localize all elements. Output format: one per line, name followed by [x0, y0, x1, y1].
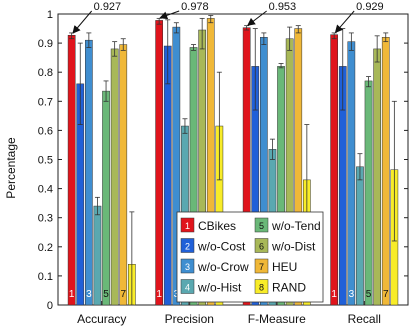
bar-number-label: 3	[174, 289, 180, 300]
x-category-label: Precision	[165, 312, 214, 326]
legend-swatch	[180, 217, 195, 233]
annotation-label: 0.929	[356, 1, 384, 13]
y-tick-label: 0.6	[38, 125, 53, 137]
y-tick-label: 1	[47, 9, 53, 21]
legend-box	[176, 211, 324, 303]
bar-w-o-dist	[110, 48, 119, 306]
bar-w-o-dist	[373, 48, 381, 306]
annotation-arrow	[247, 10, 267, 26]
bars: 1357135713571357	[67, 15, 399, 306]
bar-w-o-crow	[85, 39, 93, 306]
legend-label: w/o-Cost	[197, 240, 246, 254]
x-category-label: Recall	[348, 312, 381, 326]
bar-number-label: 1	[156, 289, 162, 300]
y-axis-title: Percentage	[4, 137, 18, 199]
legend-swatch-number: 8	[259, 283, 264, 293]
x-category-label: Accuracy	[77, 312, 126, 326]
legend-swatch-number: 6	[259, 242, 264, 252]
legend-swatch	[180, 258, 195, 274]
y-tick-label: 0.3	[38, 213, 53, 225]
axes: 0 0.1 0.2 0.3 0.4 0.5 0.6 0.7 0.8 0.9 1 Accuracy Pre…	[38, 9, 409, 326]
legend-label: CBikes	[198, 219, 236, 233]
bar-cbikes	[67, 34, 76, 306]
y-tick-label: 0.7	[38, 96, 53, 108]
legend-label: w/o-Hist	[197, 281, 242, 295]
bar-number-label: 5	[103, 289, 109, 300]
legend: 1 CBikes 2 w/o-Cost 3 w/o-Crow 4 w/o-Hist 5 w/o-T…	[176, 211, 324, 303]
bar-heu	[119, 44, 128, 306]
legend-swatch	[180, 238, 195, 253]
annotation-arrow	[159, 10, 180, 20]
legend-swatch	[180, 279, 195, 294]
legend-label: w/o-Crow	[197, 260, 249, 274]
bar-w-o-tend	[102, 90, 110, 306]
y-tick-label: 0	[47, 300, 53, 312]
y-tick-label: 0.9	[38, 38, 53, 50]
bar-number-label: 3	[349, 289, 355, 300]
annotation-arrow	[72, 10, 93, 34]
legend-swatch-number: 7	[259, 262, 264, 272]
annotation-label: 0.953	[269, 1, 297, 13]
legend-swatch	[254, 238, 269, 253]
legend-swatch-number: 2	[185, 242, 190, 252]
legend-swatch	[254, 217, 269, 233]
legend-swatch-number: 4	[185, 283, 190, 293]
y-tick-label: 0.5	[38, 155, 53, 167]
legend-label: RAND	[272, 281, 306, 295]
y-tick-label: 0.4	[38, 184, 53, 196]
bar-number-label: 7	[383, 289, 389, 300]
bar-w-o-tend	[364, 80, 373, 306]
y-tick-label: 0.2	[38, 242, 53, 254]
bar-w-o-cost	[163, 45, 172, 306]
bar-cbikes	[155, 20, 164, 306]
legend-swatch-number: 3	[185, 262, 190, 272]
bar-cbikes	[330, 34, 338, 306]
y-tick-label: 0.1	[38, 271, 53, 283]
legend-swatch	[254, 279, 269, 294]
annotation-label: 0.927	[94, 1, 122, 13]
bar-w-o-hist	[93, 205, 102, 306]
legend-swatch	[254, 258, 269, 274]
bar-number-label: 1	[69, 289, 75, 300]
legend-swatch-number: 5	[259, 221, 264, 231]
legend-label: HEU	[272, 260, 297, 274]
bar-w-o-crow	[347, 41, 356, 306]
legend-label: w/o-Tend	[271, 219, 321, 233]
y-tick-label: 0.8	[38, 67, 53, 79]
bar-heu	[381, 37, 390, 306]
x-category-label: F-Measure	[248, 312, 306, 326]
legend-label: w/o-Dist	[271, 240, 316, 254]
bar-w-o-hist	[356, 166, 364, 306]
bar-number-label: 5	[366, 289, 372, 300]
bar-number-label: 1	[331, 289, 337, 300]
bar-number-label: 3	[86, 289, 92, 300]
legend-swatch-number: 1	[185, 221, 190, 231]
annotations: 0.927 0.978 0.953 0.929	[72, 1, 384, 34]
annotation-label: 0.978	[181, 1, 209, 13]
bar-number-label: 7	[120, 289, 126, 300]
annotation-arrow	[334, 10, 355, 34]
